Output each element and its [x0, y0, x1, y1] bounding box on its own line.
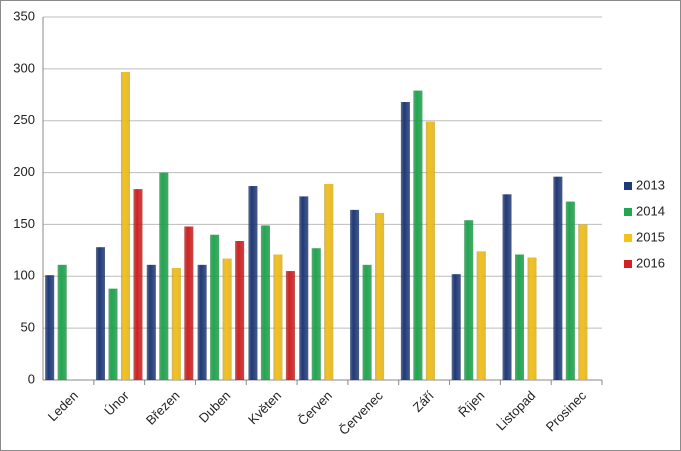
- legend-swatch: [624, 182, 632, 190]
- legend-label: 2013: [636, 177, 665, 192]
- bar: [515, 254, 525, 380]
- bar: [565, 201, 575, 380]
- bar: [146, 264, 156, 380]
- bar: [400, 102, 410, 380]
- bar: [235, 241, 245, 380]
- bar: [578, 224, 588, 380]
- bar: [120, 71, 130, 381]
- legend-swatch: [624, 234, 632, 242]
- bar: [197, 264, 207, 380]
- legend-swatch: [624, 208, 632, 216]
- bar: [260, 225, 270, 380]
- bar: [159, 172, 169, 380]
- bar: [413, 90, 423, 380]
- bar: [324, 183, 334, 380]
- bar: [248, 186, 258, 380]
- y-tick-label: 200: [13, 164, 35, 179]
- bar: [57, 264, 67, 380]
- y-tick-label: 300: [13, 60, 35, 75]
- bar: [425, 121, 435, 380]
- legend-label: 2015: [636, 229, 665, 244]
- bar: [464, 220, 474, 380]
- bar: [311, 248, 321, 380]
- bar: [527, 257, 537, 380]
- bar: [210, 234, 220, 380]
- bar: [375, 213, 385, 380]
- bar: [133, 189, 143, 380]
- y-tick-label: 250: [13, 112, 35, 127]
- bar: [45, 275, 55, 380]
- bar: [285, 271, 295, 380]
- legend-label: 2016: [636, 255, 665, 270]
- legend-swatch: [624, 260, 632, 268]
- bar: [222, 258, 232, 380]
- y-tick-label: 350: [13, 8, 35, 23]
- bar: [95, 247, 105, 380]
- legend-label: 2014: [636, 203, 665, 218]
- y-tick-label: 0: [28, 371, 35, 386]
- bar: [362, 264, 372, 380]
- bar: [451, 274, 461, 380]
- bar: [184, 226, 194, 380]
- bar: [476, 251, 486, 380]
- bar: [108, 288, 118, 380]
- bar: [299, 196, 309, 380]
- y-tick-label: 100: [13, 268, 35, 283]
- bar: [273, 254, 283, 380]
- bar: [350, 209, 360, 380]
- bar: [553, 176, 563, 380]
- bar: [502, 194, 512, 380]
- y-tick-label: 50: [21, 320, 35, 335]
- bar: [171, 267, 181, 380]
- y-tick-label: 150: [13, 216, 35, 231]
